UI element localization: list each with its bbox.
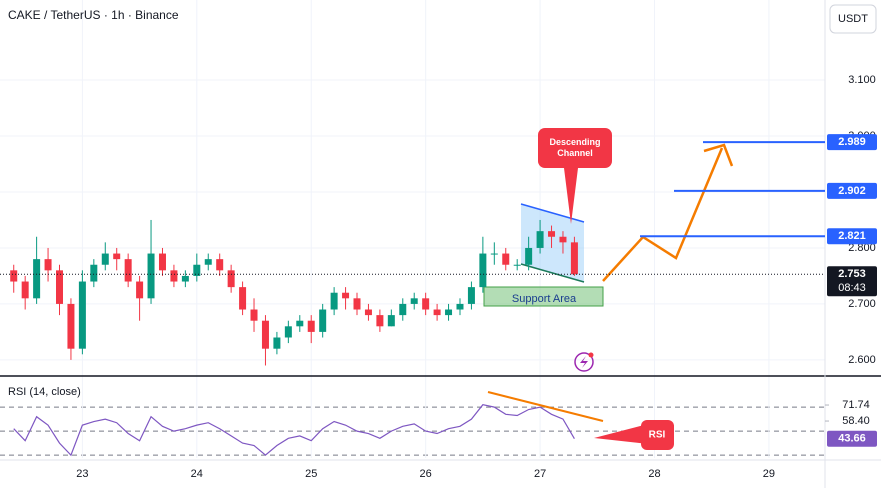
candle-body	[479, 253, 487, 288]
callout-label: Descending Channel	[549, 137, 601, 158]
arrow-head	[703, 143, 734, 167]
candle-body	[307, 320, 315, 332]
candle-body	[353, 298, 361, 310]
level-label: 2.821	[838, 230, 866, 242]
channel	[521, 204, 584, 282]
candle-body	[399, 303, 407, 316]
candle-body	[364, 309, 372, 316]
chart-title: CAKE / TetherUS · 1h · Binance	[8, 8, 179, 22]
divergence-line	[487, 391, 604, 422]
candle-body	[33, 259, 41, 299]
y-tick-label: 58.40	[842, 415, 870, 427]
candle-body	[67, 303, 75, 349]
candle-body	[273, 337, 281, 349]
candle-body	[467, 287, 475, 304]
candle-body	[548, 231, 556, 237]
candle-body	[296, 320, 304, 327]
level-label: 2.989	[838, 136, 866, 148]
rsi-callout-label: RSI	[649, 430, 666, 441]
candle-body	[181, 275, 189, 282]
candle-body	[261, 320, 269, 349]
level-tag	[827, 228, 877, 245]
candle-body	[239, 287, 247, 310]
candle-body	[90, 264, 98, 282]
x-tick-label: 28	[648, 468, 660, 480]
candle-body	[158, 253, 166, 271]
support-box	[483, 286, 604, 307]
candle-body	[124, 259, 132, 282]
candle-body	[216, 259, 224, 271]
projection-arrow	[602, 147, 724, 282]
y-tick-label: 3.100	[848, 74, 876, 86]
icon-dot	[588, 352, 594, 358]
candle-body	[387, 315, 395, 327]
candle-body	[250, 309, 258, 321]
candle-body	[445, 309, 453, 316]
channel-line	[520, 203, 585, 223]
candle-body	[78, 281, 86, 349]
currency-button[interactable]	[829, 4, 877, 34]
y-tick-label: 2.800	[848, 242, 876, 254]
x-tick-label: 25	[305, 468, 317, 480]
candle-body	[513, 264, 521, 266]
callout-pointer	[594, 424, 648, 444]
countdown-label: 08:43	[838, 282, 866, 294]
level-tag	[827, 134, 877, 151]
candle-body	[422, 298, 430, 310]
callout-box	[641, 420, 674, 450]
icon	[580, 356, 588, 368]
x-tick-label: 27	[534, 468, 546, 480]
x-tick-label: 23	[76, 468, 88, 480]
candle-body	[21, 281, 29, 299]
icon	[574, 352, 594, 372]
candle-body	[433, 309, 441, 316]
candle-body	[502, 253, 510, 265]
last-price-label: 2.753	[838, 268, 866, 280]
y-tick-label: 2.700	[848, 298, 876, 310]
rsi-value-label: 43.66	[838, 433, 866, 445]
candle-body	[570, 242, 578, 275]
candle-body	[284, 326, 292, 338]
candle-body	[136, 281, 144, 299]
level-label: 2.902	[838, 185, 866, 197]
level-tag	[827, 182, 877, 199]
candle-body	[319, 309, 327, 332]
callout-box	[538, 128, 612, 168]
channel-line	[520, 263, 585, 283]
candle-body	[193, 264, 201, 276]
candle-body	[342, 292, 350, 299]
candle-body	[170, 270, 178, 282]
candle-body	[10, 270, 18, 282]
indicator-title: RSI (14, close)	[8, 386, 81, 398]
candle-body	[113, 253, 121, 260]
candle-body	[101, 253, 109, 265]
candle-body	[525, 247, 533, 265]
callout-pointer	[563, 160, 579, 224]
candle-body	[56, 270, 64, 304]
last-price-tag	[827, 266, 877, 297]
candle-body	[227, 270, 235, 288]
candle-body	[147, 253, 155, 299]
candle-body	[490, 253, 498, 255]
support-label: Support Area	[512, 293, 577, 305]
x-tick-label: 26	[420, 468, 432, 480]
candle-body	[44, 259, 52, 271]
candle-body	[536, 231, 544, 248]
y-tick-label: 2.600	[848, 354, 876, 366]
candle-body	[410, 298, 418, 304]
candle-body	[376, 315, 384, 327]
y-tick-label: 71.74	[842, 399, 870, 411]
rsi-tag	[827, 430, 877, 447]
candle-body	[330, 292, 338, 310]
x-tick-label: 29	[763, 468, 775, 480]
x-tick-label: 24	[191, 468, 203, 480]
candle-body	[456, 303, 464, 310]
candle-body	[559, 236, 567, 243]
currency-label[interactable]: USDT	[838, 13, 868, 25]
rsi-line	[13, 404, 575, 457]
candle-body	[204, 259, 212, 265]
